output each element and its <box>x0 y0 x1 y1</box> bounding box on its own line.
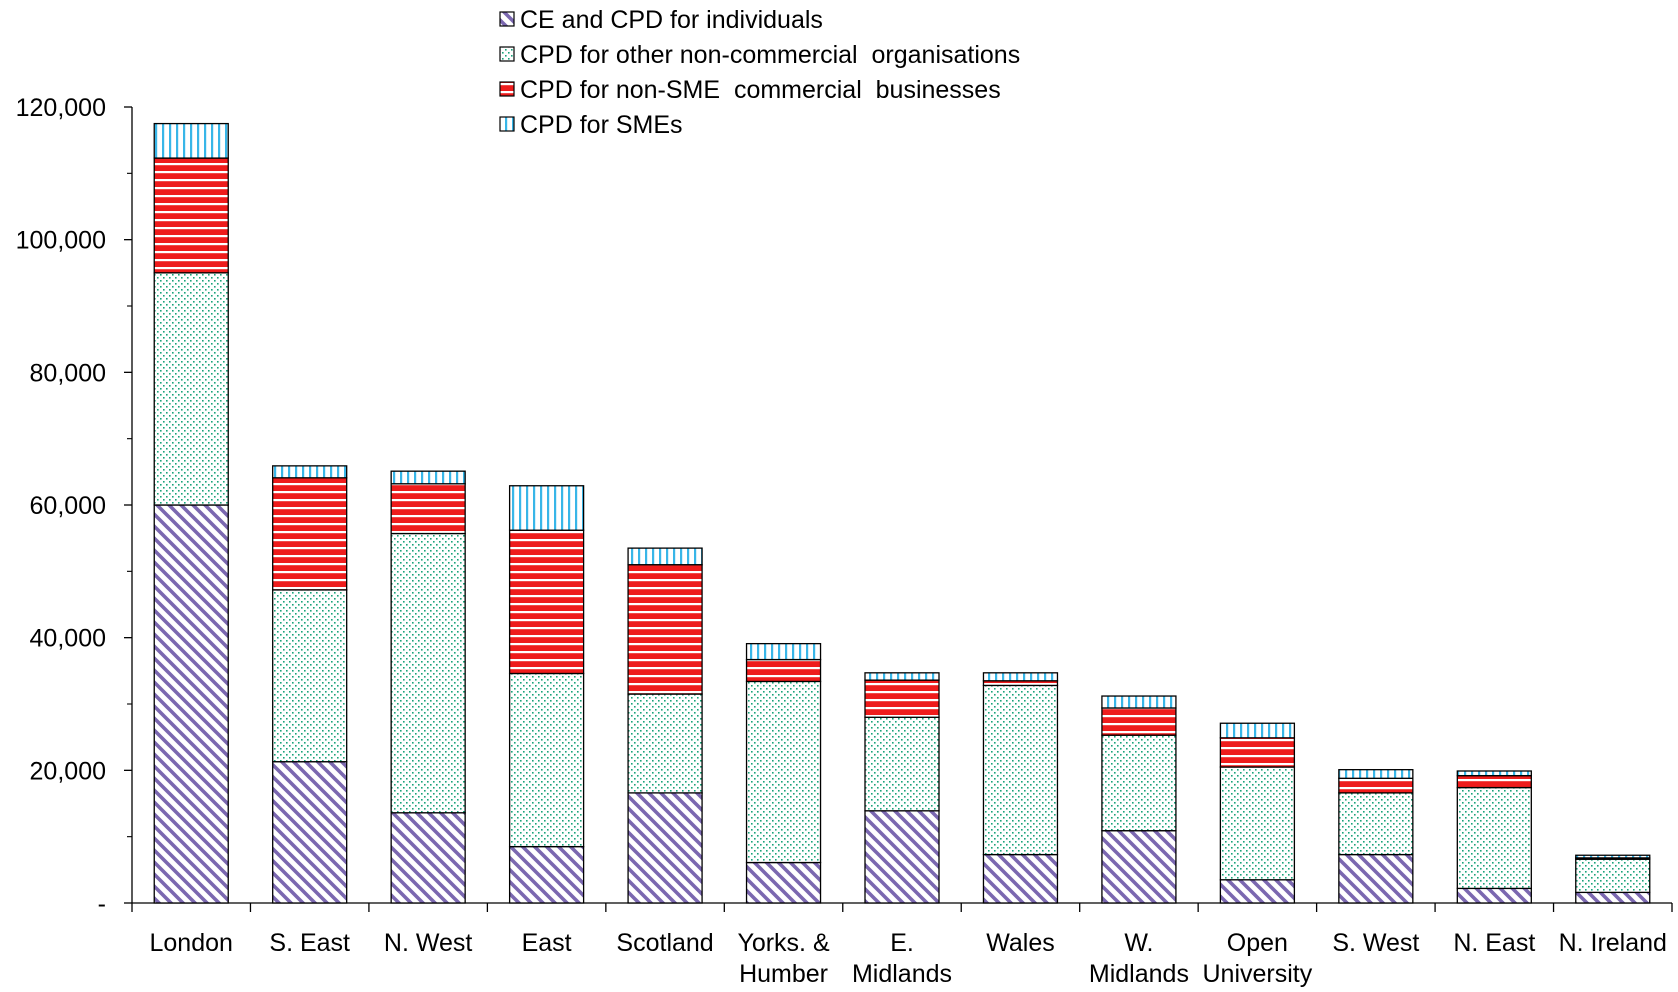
bar-segment-s1-c2 <box>390 532 466 814</box>
x-tick-label: Humber <box>739 960 828 987</box>
bar-segment-s2-c3 <box>508 529 585 675</box>
legend-swatch <box>499 46 515 62</box>
bar-segment-s0-c8 <box>1101 830 1177 904</box>
bar-segment-s3-c1 <box>272 465 348 479</box>
bar-segment-s3-c12 <box>1575 854 1651 859</box>
x-tick-label: S. East <box>269 929 350 957</box>
x-tick-label: W. <box>1124 929 1153 957</box>
bar-segment-s1-c9 <box>1219 766 1296 881</box>
y-axis-labels: - 20,000 40,000 60,000 80,000 100,000 120,000 <box>16 94 106 918</box>
y-tick-label: 60,000 <box>30 492 106 520</box>
bar-segment-s3-c8 <box>1101 695 1177 709</box>
bar-segment-s1-c7 <box>982 684 1059 856</box>
x-axis-labels: London S. East N. West East Scotland Yorks. &… <box>150 929 1667 988</box>
y-tick-label: - <box>98 890 106 918</box>
y-tick-label: 120,000 <box>16 94 106 122</box>
bar-segment-s2-c0 <box>153 157 229 274</box>
bar-segment-s0-c1 <box>272 761 348 904</box>
bar-segment-s3-c2 <box>390 470 466 485</box>
bar-segment-s2-c8 <box>1101 707 1177 736</box>
x-tick-label: Midlands <box>852 960 952 987</box>
bar-segment-s0-c11 <box>1456 887 1532 904</box>
bar-segment-s1-c1 <box>272 589 348 763</box>
bar-segment-s3-c11 <box>1456 770 1532 777</box>
bar-segment-s3-c10 <box>1338 769 1414 779</box>
x-tick-label: N. East <box>1453 929 1535 957</box>
bar-segment-s3-c3 <box>508 485 585 531</box>
legend-label: CPD for SMEs <box>520 111 683 139</box>
bar-segment-s1-c3 <box>508 672 585 848</box>
bar-segment-s3-c5 <box>745 642 822 661</box>
bar-segment-s0-c0 <box>153 504 229 904</box>
x-tick-label: E. <box>890 929 914 957</box>
legend-label: CE and CPD for individuals <box>520 6 823 34</box>
bar-segment-s0-c4 <box>627 792 703 904</box>
bar-segment-s2-c2 <box>390 483 466 535</box>
bar-segment-s3-c6 <box>864 672 940 681</box>
bar-segment-s2-c6 <box>864 679 940 718</box>
bar-segment-s0-c7 <box>982 853 1059 904</box>
x-tick-label: Yorks. & <box>737 929 830 957</box>
legend-label: CPD for other non-commercial organisatio… <box>520 41 1020 69</box>
bar-segment-s3-c0 <box>153 122 229 159</box>
bar-segment-s2-c1 <box>272 477 348 591</box>
y-tick-label: 20,000 <box>30 757 106 785</box>
bar-segment-s0-c9 <box>1219 879 1296 904</box>
y-tick-label: 100,000 <box>16 227 106 255</box>
bar-segment-s1-c10 <box>1338 792 1414 856</box>
x-tick-label: N. West <box>384 929 472 957</box>
bar-segment-s0-c10 <box>1338 853 1414 904</box>
legend-swatch <box>499 11 515 27</box>
bar-segment-s3-c4 <box>627 547 703 566</box>
bar-segment-s1-c4 <box>627 693 703 794</box>
x-tick-label: Midlands <box>1089 960 1189 987</box>
bar-segment-s0-c6 <box>864 810 940 904</box>
x-tick-label: Open <box>1227 929 1288 957</box>
bar-segment-s2-c5 <box>745 658 822 683</box>
bar-segment-s1-c12 <box>1575 858 1651 894</box>
x-tick-label: London <box>150 929 233 957</box>
bar-segment-s0-c5 <box>745 861 822 904</box>
bar-segment-s3-c7 <box>982 672 1059 682</box>
bar-segment-s1-c8 <box>1101 734 1177 832</box>
bar-segment-s0-c2 <box>390 812 466 904</box>
x-tick-label: University <box>1203 960 1313 987</box>
bar-segment-s2-c11 <box>1456 774 1532 789</box>
legend: CE and CPD for individuals CPD for other … <box>499 6 1020 139</box>
bar-segment-s0-c3 <box>508 845 585 904</box>
legend-swatch <box>499 116 515 132</box>
bar-segment-s2-c10 <box>1338 777 1414 794</box>
x-tick-label: East <box>522 929 572 957</box>
bar-segment-s1-c5 <box>745 680 822 864</box>
bar-segment-s2-c7 <box>982 680 1059 687</box>
bar-segment-s0-c12 <box>1575 891 1651 904</box>
bar-segment-s3-c9 <box>1219 722 1296 739</box>
bars <box>153 122 1651 904</box>
x-tick-label: Wales <box>986 929 1055 957</box>
bar-segment-s2-c9 <box>1219 737 1296 768</box>
bar-segment-s1-c11 <box>1456 786 1532 890</box>
bar-segment-s1-c0 <box>153 272 229 506</box>
x-tick-label: S. West <box>1332 929 1419 957</box>
y-tick-label: 80,000 <box>30 359 106 387</box>
bar-segment-s2-c4 <box>627 564 703 695</box>
y-tick-label: 40,000 <box>30 625 106 653</box>
legend-swatch <box>499 81 515 97</box>
x-tick-label: N. Ireland <box>1559 929 1667 957</box>
x-tick-label: Scotland <box>616 929 713 957</box>
legend-label: CPD for non-SME commercial businesses <box>520 76 1001 104</box>
bar-segment-s1-c6 <box>864 716 940 812</box>
